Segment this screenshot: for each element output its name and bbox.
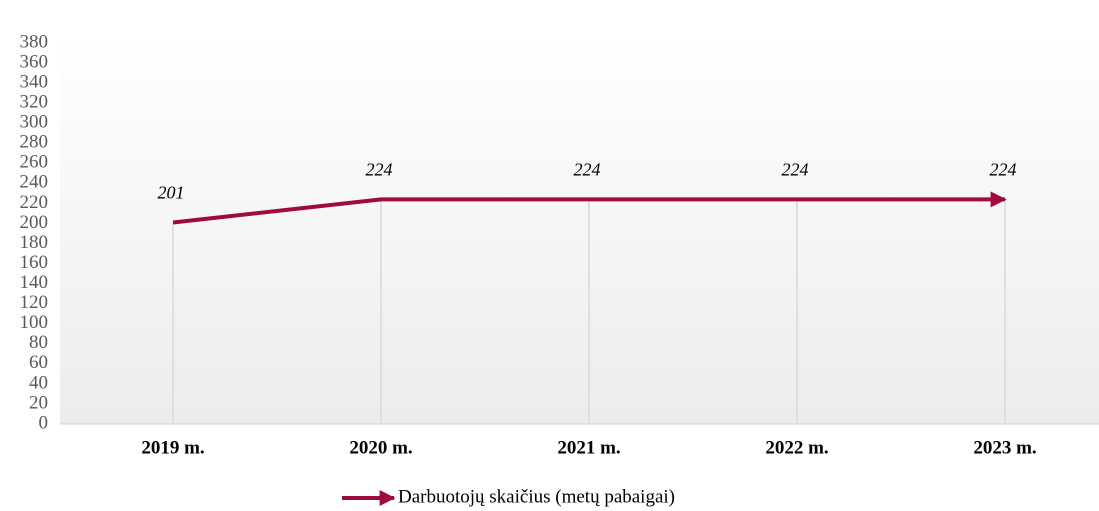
y-tick-label: 120 [20,292,49,313]
y-tick-label: 160 [20,252,49,273]
y-tick-label: 140 [20,272,49,293]
data-label: 201 [158,183,185,203]
y-tick-label: 340 [20,71,49,92]
x-tick-label: 2023 m. [973,437,1036,458]
x-tick-label: 2020 m. [349,437,412,458]
data-label: 224 [990,160,1017,180]
y-tick-label: 360 [20,51,49,72]
data-label: 224 [782,160,809,180]
y-tick-label: 280 [20,132,49,153]
y-tick-label: 100 [20,312,49,333]
data-label: 224 [574,160,601,180]
x-tick-label: 2022 m. [765,437,828,458]
y-tick-label: 60 [29,352,48,373]
y-tick-label: 320 [20,92,49,113]
y-tick-label: 220 [20,192,49,213]
y-tick-label: 180 [20,232,49,253]
y-tick-label: 300 [20,112,49,133]
data-label: 224 [366,160,393,180]
y-tick-label: 80 [29,332,48,353]
y-tick-label: 40 [29,372,48,393]
y-tick-label: 0 [39,412,49,433]
y-tick-label: 20 [29,392,48,413]
x-tick-label: 2019 m. [141,437,204,458]
series-line [172,191,1007,225]
y-tick-label: 240 [20,172,49,193]
y-tick-label: 260 [20,152,49,173]
legend-label: Darbuotojų skaičius (metų pabaigai) [398,486,675,507]
plot-background [60,40,1099,424]
y-tick-label: 200 [20,212,49,233]
y-tick-label: 380 [20,31,49,52]
x-tick-label: 2021 m. [557,437,620,458]
